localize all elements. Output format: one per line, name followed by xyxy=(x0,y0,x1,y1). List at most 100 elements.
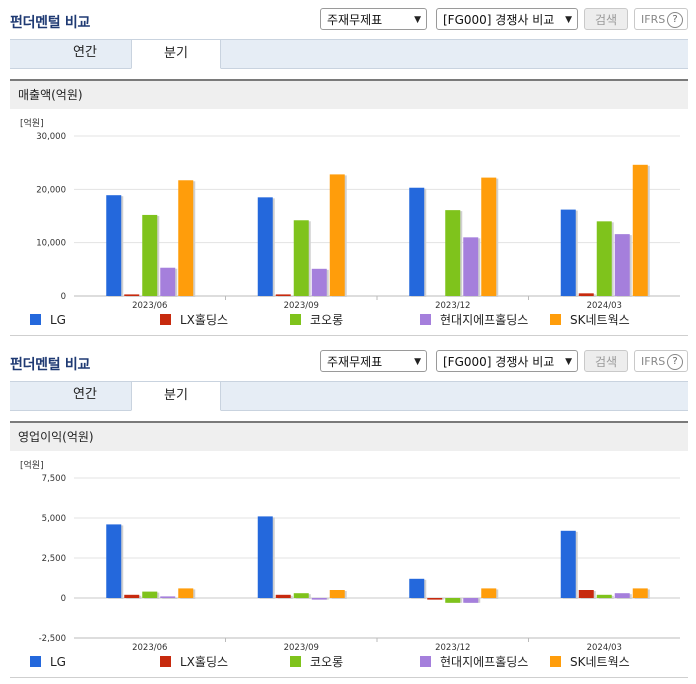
legend-item-lg[interactable]: LG xyxy=(30,654,66,670)
bar-kolon xyxy=(142,214,158,296)
bar-lx xyxy=(124,594,140,598)
bar-lg xyxy=(409,578,425,598)
bar-kolon xyxy=(445,598,461,603)
x-tick-label: 2023/09 xyxy=(284,643,319,652)
legend-label: 현대지에프홀딩스 xyxy=(440,655,529,669)
search-button[interactable]: 검색 xyxy=(584,8,628,30)
legend-item-kolon[interactable]: 코오롱 xyxy=(290,312,343,328)
bar-kolon xyxy=(596,594,612,598)
bar-lx xyxy=(578,590,594,598)
bar-hd xyxy=(160,596,176,598)
y-tick-label: 2,500 xyxy=(42,554,66,564)
bar-lg xyxy=(106,524,122,598)
legend-swatch xyxy=(160,314,171,325)
x-tick-label: 2023/06 xyxy=(132,301,167,310)
x-tick-label: 2023/09 xyxy=(284,301,319,310)
panel-header: 펀더멘털 비교 주재무제표 ▼ [FG000] 경쟁사 비교 ▼ 검색 IFRS… xyxy=(0,0,696,38)
revenue-chart: [억원] 0 10,000 20,000 30,000 2023/06 2023/09 202… xyxy=(10,110,688,310)
bar-sk xyxy=(481,177,497,296)
bar-hd xyxy=(614,234,630,296)
chevron-down-icon: ▼ xyxy=(565,15,572,25)
bar-sk xyxy=(178,588,194,598)
chart-legend: LG LX홀딩스 코오롱 현대지에프홀딩스 SK네트웍스 xyxy=(10,652,688,672)
divider xyxy=(10,677,688,678)
bar-lx xyxy=(275,294,291,296)
chart-legend: LG LX홀딩스 코오롱 현대지에프홀딩스 SK네트웍스 xyxy=(10,310,688,330)
legend-label: LX홀딩스 xyxy=(180,313,229,327)
bar-lg xyxy=(257,197,273,296)
legend-item-lx[interactable]: LX홀딩스 xyxy=(160,312,228,328)
bar-sk xyxy=(632,164,648,296)
statement-type-select[interactable]: 주재무제표 ▼ xyxy=(320,350,427,372)
legend-label: LG xyxy=(50,313,66,327)
legend-item-hd[interactable]: 현대지에프홀딩스 xyxy=(420,312,528,328)
ifrs-label: IFRS xyxy=(641,13,666,26)
period-tabs: 연간 분기 xyxy=(10,39,688,69)
legend-item-hd[interactable]: 현대지에프홀딩스 xyxy=(420,654,528,670)
x-tick-label: 2024/03 xyxy=(587,643,622,652)
legend-swatch xyxy=(30,314,41,325)
bar-sk xyxy=(178,180,194,296)
tab-quarterly[interactable]: 분기 xyxy=(131,39,221,69)
bar-hd xyxy=(614,593,630,598)
legend-swatch xyxy=(420,314,431,325)
y-tick-label: 0 xyxy=(61,594,66,604)
legend-item-kolon[interactable]: 코오롱 xyxy=(290,654,343,670)
bar-hd xyxy=(311,268,327,296)
legend-label: SK네트웍스 xyxy=(570,655,630,669)
legend-label: 코오롱 xyxy=(310,313,344,327)
bar-lx xyxy=(124,294,140,296)
search-button[interactable]: 검색 xyxy=(584,350,628,372)
legend-item-lg[interactable]: LG xyxy=(30,312,66,328)
y-tick-label: 5,000 xyxy=(42,514,66,524)
tab-quarterly[interactable]: 분기 xyxy=(131,381,221,411)
question-circle-icon: ? xyxy=(667,354,683,370)
bar-lx xyxy=(578,293,594,296)
legend-item-lx[interactable]: LX홀딩스 xyxy=(160,654,228,670)
period-tabs: 연간 분기 xyxy=(10,381,688,411)
bar-sk xyxy=(632,588,648,598)
y-tick-label: 0 xyxy=(61,292,66,302)
bar-sk xyxy=(329,174,345,296)
legend-item-sk[interactable]: SK네트웍스 xyxy=(550,654,630,670)
legend-swatch xyxy=(290,314,301,325)
compare-group-select[interactable]: [FG000] 경쟁사 비교 ▼ xyxy=(436,350,578,372)
bar-hd xyxy=(463,598,479,603)
chevron-down-icon: ▼ xyxy=(414,357,421,367)
bar-lx xyxy=(275,594,291,598)
statement-type-value: 주재무제표 xyxy=(327,355,383,369)
y-unit-label: [억원] xyxy=(20,117,44,129)
y-tick-label: 30,000 xyxy=(36,132,66,142)
bar-sk xyxy=(481,588,497,598)
bar-hd xyxy=(463,237,479,296)
ifrs-help-button[interactable]: IFRS ? xyxy=(634,8,688,30)
legend-swatch xyxy=(160,656,171,667)
legend-label: LG xyxy=(50,655,66,669)
legend-item-sk[interactable]: SK네트웍스 xyxy=(550,312,630,328)
statement-type-value: 주재무제표 xyxy=(327,13,383,27)
ifrs-help-button[interactable]: IFRS ? xyxy=(634,350,688,372)
x-tick-label: 2023/12 xyxy=(435,301,470,310)
statement-type-select[interactable]: 주재무제표 ▼ xyxy=(320,8,427,30)
panel-title: 펀더멘털 비교 xyxy=(10,357,91,373)
section-title: 매출액(억원) xyxy=(10,79,688,109)
y-tick-label: 10,000 xyxy=(36,239,66,249)
legend-label: LX홀딩스 xyxy=(180,655,229,669)
x-tick-label: 2023/12 xyxy=(435,643,470,652)
x-tick-label: 2023/06 xyxy=(132,643,167,652)
legend-swatch xyxy=(290,656,301,667)
tab-annual[interactable]: 연간 xyxy=(73,45,97,60)
legend-swatch xyxy=(550,314,561,325)
section-title: 영업이익(억원) xyxy=(10,421,688,451)
compare-group-select[interactable]: [FG000] 경쟁사 비교 ▼ xyxy=(436,8,578,30)
bar-hd xyxy=(160,267,176,296)
panel-title: 펀더멘털 비교 xyxy=(10,15,91,31)
tab-annual[interactable]: 연간 xyxy=(73,387,97,402)
compare-group-value: [FG000] 경쟁사 비교 xyxy=(443,355,555,369)
bar-sk xyxy=(329,590,345,598)
question-circle-icon: ? xyxy=(667,12,683,28)
bar-kolon xyxy=(596,221,612,296)
bar-hd xyxy=(311,598,327,600)
bar-lg xyxy=(560,530,576,598)
compare-group-value: [FG000] 경쟁사 비교 xyxy=(443,13,555,27)
